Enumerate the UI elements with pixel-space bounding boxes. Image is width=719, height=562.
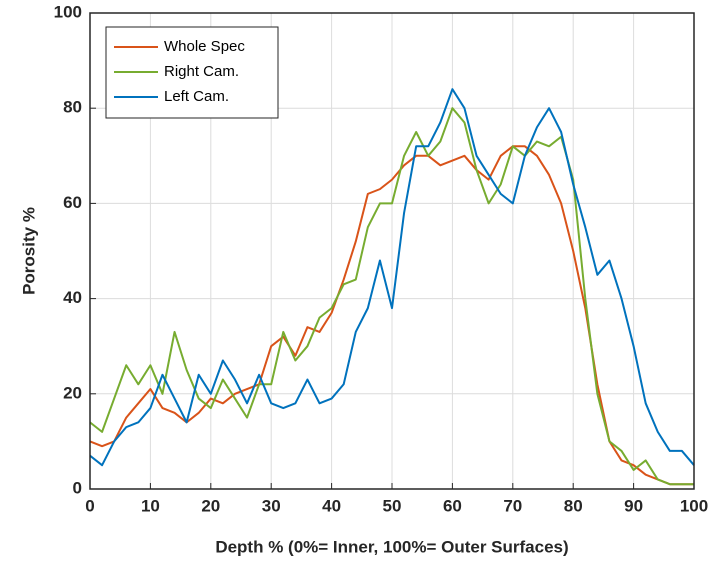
- legend-label: Right Cam.: [164, 63, 239, 80]
- x-tick-label: 10: [141, 496, 160, 515]
- x-tick-label: 0: [85, 496, 94, 515]
- series-line: [89, 88, 695, 467]
- x-tick-label: 30: [262, 496, 281, 515]
- y-tick-label: 100: [54, 2, 82, 21]
- x-tick-label: 20: [201, 496, 220, 515]
- lines: [89, 88, 695, 486]
- y-tick-label: 80: [63, 98, 82, 117]
- x-tick-label: 90: [624, 496, 643, 515]
- series-line: [89, 107, 694, 486]
- y-tick-label: 40: [63, 288, 82, 307]
- legend-box: [105, 26, 279, 119]
- x-tick-label: 40: [322, 496, 341, 515]
- x-tick-label: 50: [383, 496, 402, 515]
- x-tick-label: 60: [443, 496, 462, 515]
- x-tick-label: 100: [680, 496, 708, 515]
- x-axis-label: Depth % (0%= Inner, 100%= Outer Surfaces…: [215, 537, 568, 556]
- y-tick-label: 0: [73, 478, 82, 497]
- x-tick-label: 80: [564, 496, 583, 515]
- y-tick-label: 60: [63, 193, 82, 212]
- legend-label: Left Cam.: [164, 88, 229, 105]
- x-tick-label: 70: [503, 496, 522, 515]
- y-axis-label: Porosity %: [19, 207, 38, 295]
- ticks: 0 10 20 30 40 50 60 70 80 90 100 0 20 40 60 80 100: [54, 2, 709, 515]
- legend-label: Whole Spec: [164, 38, 245, 55]
- y-tick-label: 20: [63, 383, 82, 402]
- legend: Whole Spec Right Cam. Left Cam.: [105, 26, 279, 119]
